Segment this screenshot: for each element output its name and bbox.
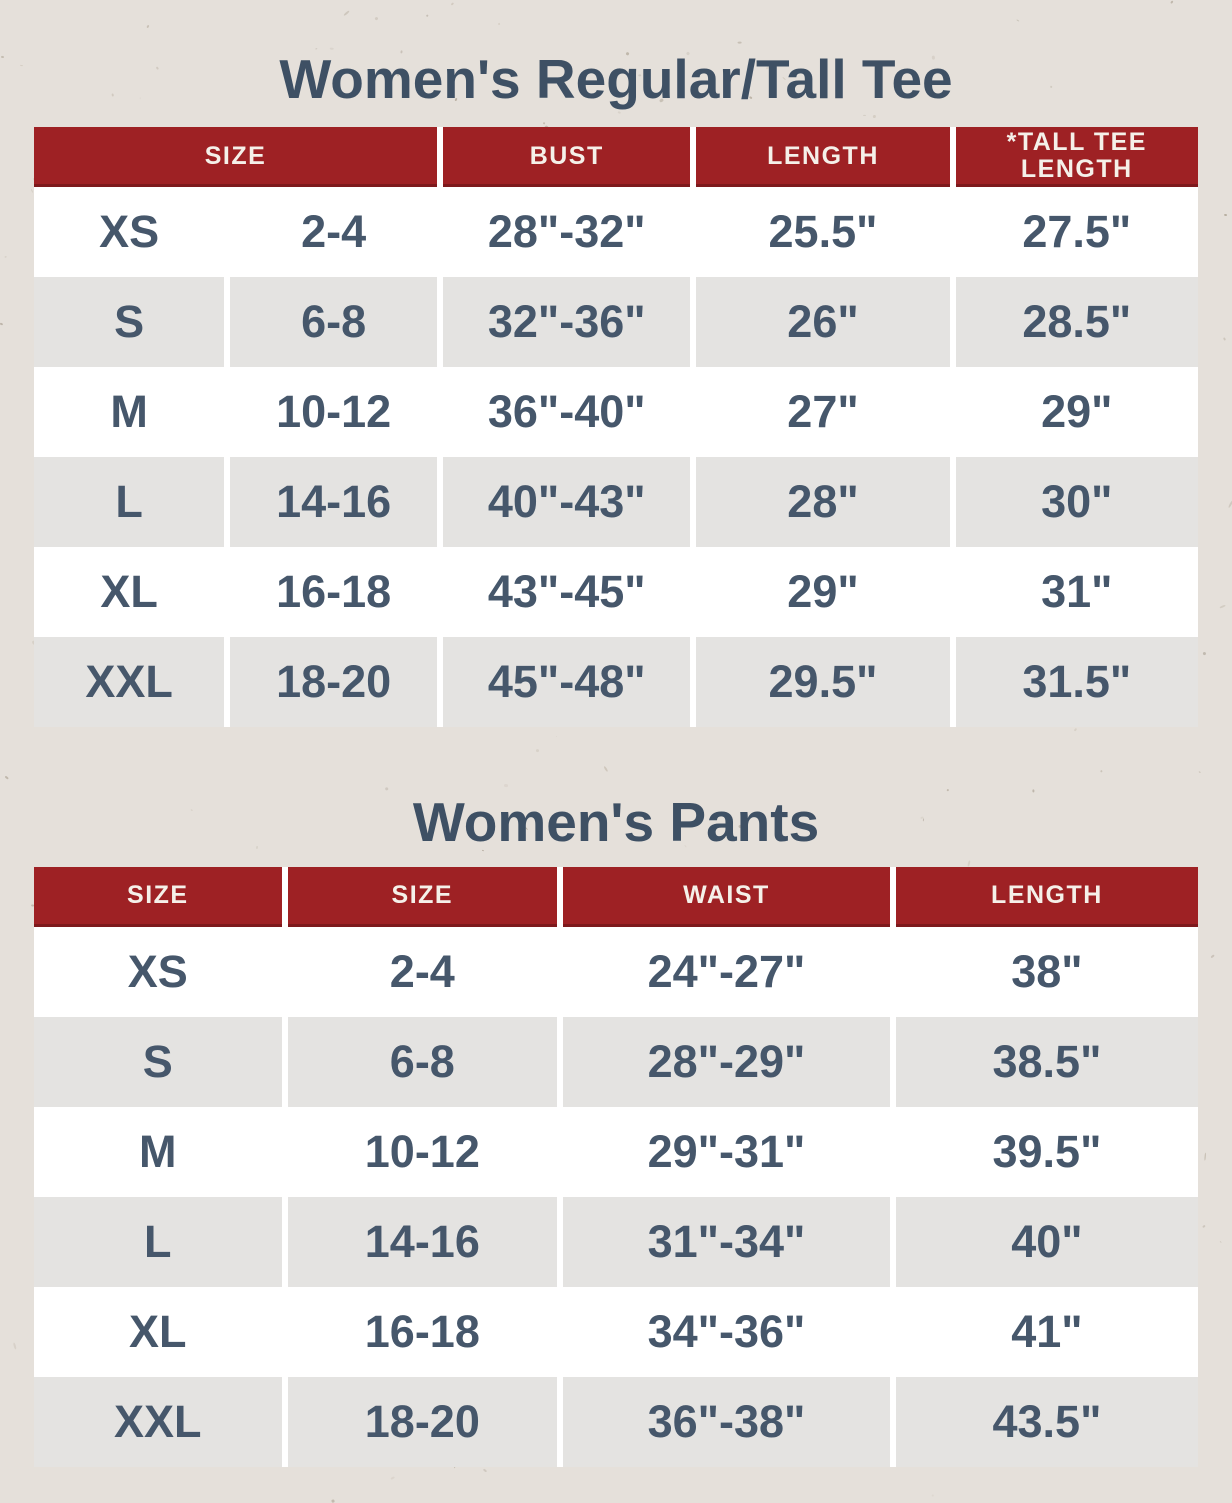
table-row: XS 2-4 24"-27" 38" — [34, 927, 1198, 1017]
table-cell: 29" — [696, 547, 949, 637]
table-row: XL 16-18 34"-36" 41" — [34, 1287, 1198, 1377]
table-cell: 18-20 — [288, 1377, 557, 1467]
table-row: XL 16-18 43"-45" 29" 31" — [34, 547, 1198, 637]
table-cell: 41" — [896, 1287, 1198, 1377]
table-cell: 28"-29" — [563, 1017, 890, 1107]
table-row: XS 2-4 28"-32" 25.5" 27.5" — [34, 187, 1198, 277]
size-chart-page: Women's Regular/Tall Tee SIZE BUST LENGT… — [0, 0, 1232, 1467]
column-header-bust: BUST — [443, 127, 690, 187]
table-cell: 29.5" — [696, 637, 949, 727]
table-cell: 36"-38" — [563, 1377, 890, 1467]
table-cell: 14-16 — [230, 457, 437, 547]
pants-size-table: SIZE SIZE WAIST LENGTH XS 2-4 24"-27" 38… — [34, 867, 1198, 1467]
table-row: M 10-12 36"-40" 27" 29" — [34, 367, 1198, 457]
column-header-tall-tee-length: *TALL TEE LENGTH — [956, 127, 1198, 187]
table-cell: 18-20 — [230, 637, 437, 727]
table-cell: 31" — [956, 547, 1198, 637]
column-header-size-number: SIZE — [288, 867, 557, 927]
table-cell: XS — [34, 927, 282, 1017]
table-cell: 6-8 — [230, 277, 437, 367]
table-cell: 31.5" — [956, 637, 1198, 727]
table-cell: 40"-43" — [443, 457, 690, 547]
table-cell: XXL — [34, 1377, 282, 1467]
column-header-waist: WAIST — [563, 867, 890, 927]
table-cell: XL — [34, 547, 224, 637]
table-cell: 2-4 — [288, 927, 557, 1017]
table-cell: 28.5" — [956, 277, 1198, 367]
table-cell: 28"-32" — [443, 187, 690, 277]
table-cell: XL — [34, 1287, 282, 1377]
table-row: XXL 18-20 36"-38" 43.5" — [34, 1377, 1198, 1467]
table-cell: 28" — [696, 457, 949, 547]
pants-header-row: SIZE SIZE WAIST LENGTH — [34, 867, 1198, 927]
column-header-size: SIZE — [34, 867, 282, 927]
table-cell: 25.5" — [696, 187, 949, 277]
table-row: M 10-12 29"-31" 39.5" — [34, 1107, 1198, 1197]
column-header-size: SIZE — [34, 127, 437, 187]
table-cell: 34"-36" — [563, 1287, 890, 1377]
table-cell: 40" — [896, 1197, 1198, 1287]
table-row: XXL 18-20 45"-48" 29.5" 31.5" — [34, 637, 1198, 727]
table-cell: 45"-48" — [443, 637, 690, 727]
tee-chart-title: Women's Regular/Tall Tee — [34, 48, 1198, 111]
table-cell: XXL — [34, 637, 224, 727]
column-header-length: LENGTH — [896, 867, 1198, 927]
table-cell: 24"-27" — [563, 927, 890, 1017]
table-row: L 14-16 31"-34" 40" — [34, 1197, 1198, 1287]
table-cell: 43"-45" — [443, 547, 690, 637]
table-cell: 29"-31" — [563, 1107, 890, 1197]
pants-chart-title: Women's Pants — [34, 791, 1198, 854]
table-cell: 43.5" — [896, 1377, 1198, 1467]
tee-size-table: SIZE BUST LENGTH *TALL TEE LENGTH XS 2-4… — [34, 127, 1198, 727]
table-cell: 32"-36" — [443, 277, 690, 367]
table-cell: 29" — [956, 367, 1198, 457]
table-row: S 6-8 32"-36" 26" 28.5" — [34, 277, 1198, 367]
column-header-length: LENGTH — [696, 127, 949, 187]
table-cell: 36"-40" — [443, 367, 690, 457]
table-cell: 2-4 — [230, 187, 437, 277]
table-cell: 27" — [696, 367, 949, 457]
table-cell: 30" — [956, 457, 1198, 547]
table-cell: S — [34, 277, 224, 367]
table-cell: 10-12 — [230, 367, 437, 457]
table-cell: 38" — [896, 927, 1198, 1017]
table-cell: M — [34, 367, 224, 457]
table-cell: 27.5" — [956, 187, 1198, 277]
table-cell: L — [34, 457, 224, 547]
table-cell: 14-16 — [288, 1197, 557, 1287]
table-row: S 6-8 28"-29" 38.5" — [34, 1017, 1198, 1107]
tee-header-row: SIZE BUST LENGTH *TALL TEE LENGTH — [34, 127, 1198, 187]
table-cell: M — [34, 1107, 282, 1197]
table-cell: L — [34, 1197, 282, 1287]
table-cell: 16-18 — [230, 547, 437, 637]
table-cell: 16-18 — [288, 1287, 557, 1377]
table-cell: 38.5" — [896, 1017, 1198, 1107]
table-cell: 6-8 — [288, 1017, 557, 1107]
table-row: L 14-16 40"-43" 28" 30" — [34, 457, 1198, 547]
table-cell: 39.5" — [896, 1107, 1198, 1197]
table-cell: S — [34, 1017, 282, 1107]
table-cell: XS — [34, 187, 224, 277]
table-cell: 31"-34" — [563, 1197, 890, 1287]
table-cell: 10-12 — [288, 1107, 557, 1197]
table-cell: 26" — [696, 277, 949, 367]
